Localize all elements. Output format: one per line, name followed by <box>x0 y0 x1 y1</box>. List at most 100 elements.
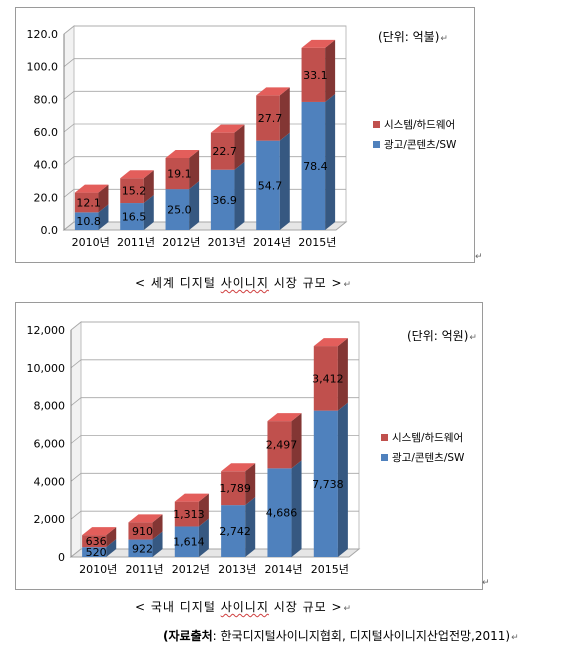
chart2-bar-top <box>313 338 348 347</box>
chart1-x-tick-label: 2011년 <box>117 236 155 249</box>
chart2-x-tick-label: 2013년 <box>218 563 256 576</box>
chart2-bar-top <box>82 527 117 536</box>
chart1-bar-top <box>74 184 109 193</box>
chart2-y-tick-label: 12,000 <box>27 324 66 337</box>
chart2-bar-system <box>82 535 107 548</box>
chart2-data-label: 1,614 <box>173 536 205 549</box>
chart1-bar-side <box>325 39 336 102</box>
chart1-bar-side <box>189 181 200 230</box>
chart2-gridline <box>70 510 359 520</box>
chart1-bar-top <box>301 39 336 48</box>
chart2-bar-content <box>313 410 338 557</box>
chart1-legend-label: 시스템/하드웨어 <box>384 118 455 131</box>
chart2-y-tick-label: 2,000 <box>34 513 66 526</box>
chart2-bar-top <box>128 514 163 523</box>
chart1-bar-side <box>325 93 336 230</box>
chart2-data-label: 910 <box>132 525 153 538</box>
chart1-x-tick-label: 2012년 <box>162 236 200 249</box>
chart1-bar-system <box>165 157 190 190</box>
chart2-bar-side <box>106 527 117 548</box>
chart1-gridline <box>63 58 346 67</box>
chart1-gridline <box>63 25 346 35</box>
chart1-data-label: 12.1 <box>76 196 101 209</box>
chart1-gridline <box>63 156 346 165</box>
chart2-bar-system <box>267 421 292 469</box>
chart1-gridline <box>63 123 346 133</box>
chart1-bar-system <box>120 178 144 204</box>
chart2-bar-system <box>313 346 338 411</box>
return-mark: ↵ <box>475 252 483 262</box>
chart2-gridline <box>70 321 359 331</box>
chart2-bar-side <box>152 514 163 540</box>
chart1-bar-side <box>143 170 154 204</box>
chart1-bar-side <box>234 124 245 170</box>
chart1-bar-side <box>143 195 154 230</box>
chart2-bar-side <box>291 413 302 469</box>
domestic-chart-caption: < 국내 디지털 사이니지 시장 규모 >↵ <box>135 600 353 614</box>
chart1-legend-swatch <box>373 141 380 148</box>
chart2-bar-system <box>174 501 199 527</box>
chart1-data-label: 22.7 <box>212 145 237 158</box>
chart1-bar-side <box>98 184 109 213</box>
chart1-y-tick-label: 120.0 <box>27 28 59 41</box>
chart1-data-label: 25.0 <box>167 204 192 217</box>
chart1-data-label: 33.1 <box>303 69 328 82</box>
chart2-y-tick-label: 0 <box>58 551 65 564</box>
domestic-chart-frame: 0 2,000 4,000 6,000 8,000 10,000 12,000 520 636 2… <box>15 302 483 590</box>
chart1-bar-side <box>279 132 290 230</box>
chart2-y-tick-label: 8,000 <box>34 400 66 413</box>
chart2-legend-label: 광고/콘텐츠/SW <box>392 452 465 464</box>
chart2-gridline <box>70 435 359 444</box>
chart1-data-label: 27.7 <box>258 112 283 125</box>
chart2-bar-side <box>245 497 256 557</box>
chart1-y-tick-label: 20.0 <box>34 191 59 204</box>
chart1-data-label: 15.2 <box>122 185 147 198</box>
chart2-y-tick-label: 10,000 <box>27 362 66 375</box>
chart2-bar-content <box>221 505 246 557</box>
chart2-legend-label: 시스템/하드웨어 <box>392 431 463 444</box>
chart2-bar-side <box>198 493 209 527</box>
chart1-bar-system <box>256 95 280 141</box>
chart1-legend-swatch <box>373 121 380 128</box>
chart2-gridline <box>70 359 359 369</box>
chart2-data-label: 4,686 <box>266 507 298 520</box>
chart1-data-label: 36.9 <box>212 194 237 207</box>
chart1-y-tick-label: 40.0 <box>34 159 59 172</box>
chart1-bar-side <box>234 161 245 230</box>
chart1-bar-top <box>256 87 290 96</box>
chart2-data-label: 2,742 <box>219 525 251 538</box>
chart2-x-tick-label: 2012년 <box>172 563 210 576</box>
chart2-bar-side <box>198 518 209 557</box>
chart2-bar-side <box>106 539 117 557</box>
chart2-bar-side <box>245 463 256 506</box>
chart1-bar-system <box>301 47 326 102</box>
chart1-x-tick-label: 2013년 <box>208 236 246 249</box>
world-unit-label: (단위: 억불)↵ <box>378 30 448 44</box>
chart2-data-label: 1,313 <box>173 508 205 521</box>
chart1-data-label: 54.7 <box>258 179 283 192</box>
chart2-gridline <box>70 397 359 406</box>
chart1-y-tick-label: 100.0 <box>27 61 59 74</box>
chart2-data-label: 2,497 <box>266 439 298 452</box>
chart1-bar-content <box>301 101 326 231</box>
chart1-data-label: 10.8 <box>76 215 101 228</box>
chart2-bar-top <box>174 493 209 502</box>
chart1-x-tick-label: 2014년 <box>253 236 291 249</box>
chart1-y-tick-label: 80.0 <box>34 93 59 106</box>
return-mark: ↵ <box>482 578 490 588</box>
chart1-y-tick-label: 0.0 <box>41 224 59 237</box>
chart1-y-tick-label: 60.0 <box>34 126 59 139</box>
chart1-gridline <box>63 188 346 198</box>
chart2-bar-side <box>291 460 302 557</box>
chart1-data-label: 16.5 <box>122 211 147 224</box>
chart2-legend-swatch <box>381 434 388 441</box>
chart2-bar-content <box>128 539 153 557</box>
chart1-bar-side <box>98 204 109 230</box>
world-chart-frame: 0.0 20.0 40.0 60.0 80.0 100.0 120.0 10.8 12.1 201… <box>15 7 475 263</box>
chart1-bar-content <box>165 189 190 230</box>
domestic-unit-label: (단위: 억원)↵ <box>407 329 477 343</box>
chart2-bar-system <box>221 471 246 506</box>
chart1-data-label: 19.1 <box>167 168 192 181</box>
chart1-bar-top <box>120 170 154 179</box>
